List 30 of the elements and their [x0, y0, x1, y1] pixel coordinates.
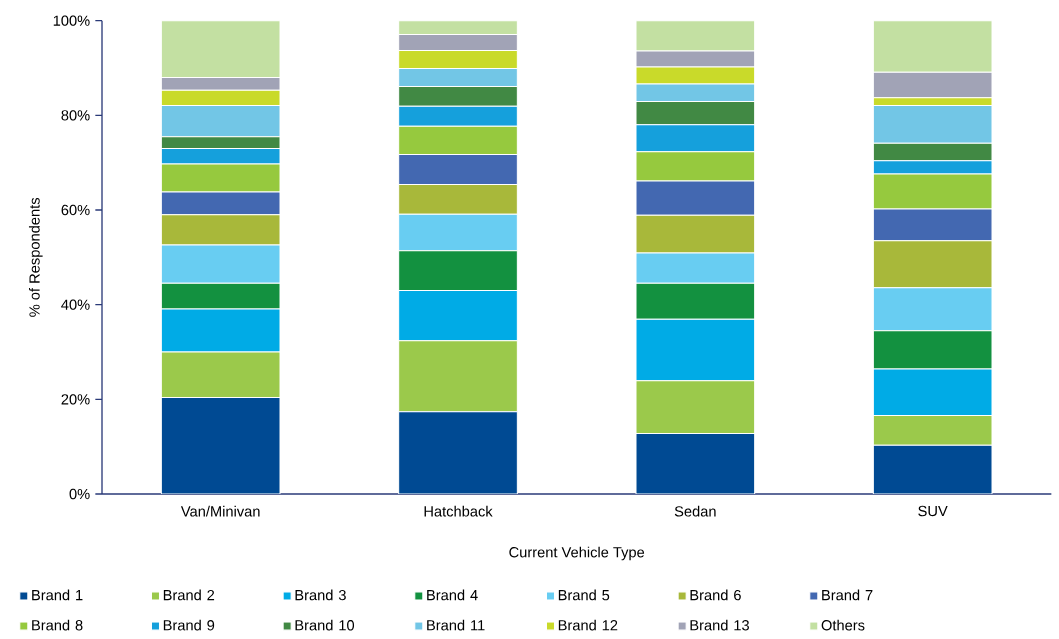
x-tick-label: SUV [918, 505, 948, 517]
y-axis-title: % of Respondents [28, 197, 43, 317]
x-tick-label: Sedan [674, 505, 716, 517]
bar [635, 20, 756, 52]
bar [872, 20, 993, 73]
legend-label: Brand 11 [427, 619, 485, 631]
y-tick-label: 20% [61, 394, 90, 405]
legend-label: Brand 2 [163, 589, 215, 601]
x-tick-label: Hatchback [424, 505, 493, 517]
legend-label: Brand 3 [295, 589, 346, 601]
legend-label: Brand 7 [822, 589, 873, 601]
legend-label: Brand 4 [427, 589, 478, 601]
y-tick-label: 60% [61, 204, 90, 216]
bar [160, 20, 281, 78]
legend-label: Others [821, 619, 865, 631]
legend-label: Brand 9 [163, 619, 215, 631]
legend-label: Brand 13 [690, 619, 749, 631]
y-tick-label: 80% [61, 110, 90, 121]
bar [398, 20, 518, 35]
x-tick-label: Van/Minivan [180, 505, 260, 517]
legend-label: Brand 12 [558, 619, 618, 631]
legend-label: Brand 1 [32, 589, 83, 601]
y-tick-label: 40% [61, 299, 90, 310]
legend-label: Brand 5 [558, 589, 610, 601]
legend-label: Brand 8 [32, 619, 83, 631]
y-tick-label: 0% [69, 488, 90, 500]
legend-label: Brand 6 [690, 589, 741, 601]
x-axis-title: Current Vehicle Type [509, 546, 645, 561]
legend-label: Brand 10 [295, 619, 355, 631]
y-tick-label: 100% [53, 15, 90, 26]
